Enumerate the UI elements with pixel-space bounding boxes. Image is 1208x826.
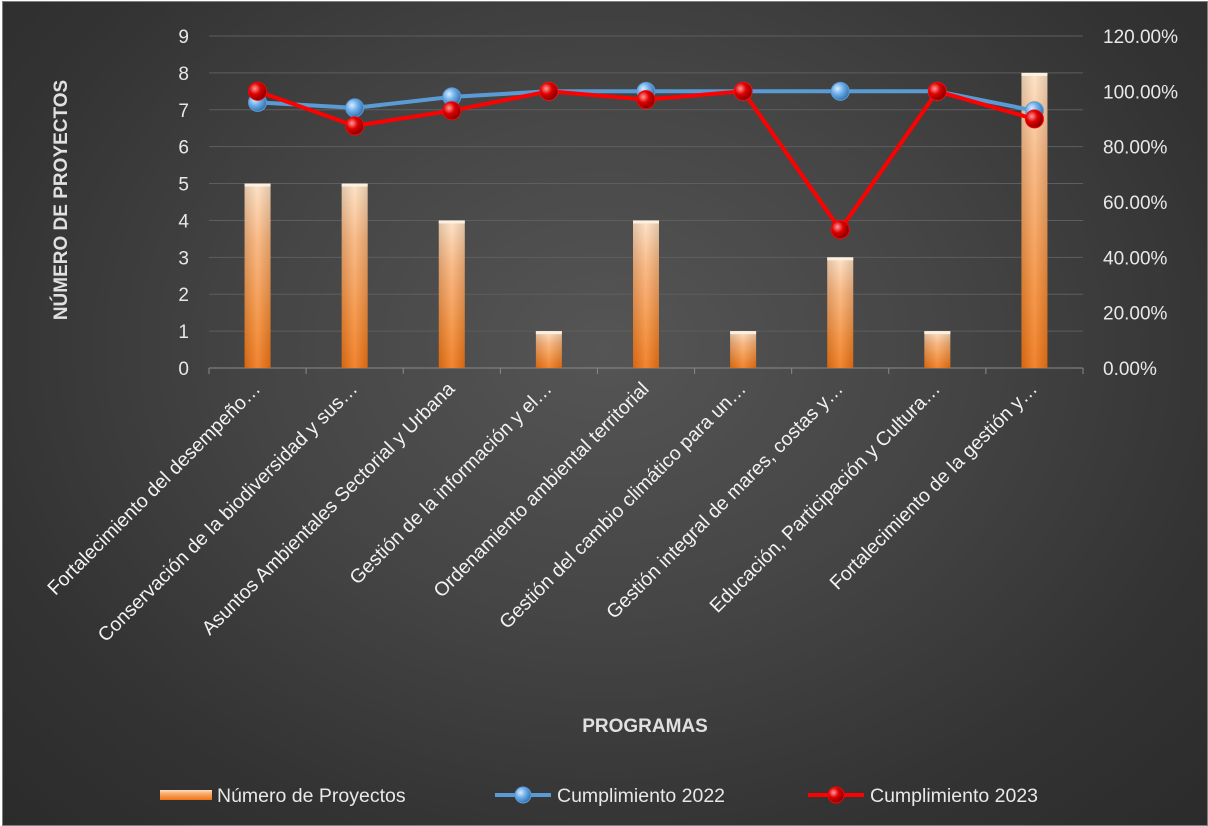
bar-shading bbox=[827, 257, 854, 368]
bar-shading bbox=[730, 331, 757, 368]
legend: Número de Proyectos Cumplimiento 2022 Cump… bbox=[160, 785, 1038, 807]
bar-top-highlight bbox=[924, 331, 951, 335]
cumplimiento-2023-marker bbox=[927, 81, 947, 101]
x-category-label: Ordenamiento ambiental territorial bbox=[430, 378, 654, 602]
y2-tick-label: 100.00% bbox=[1103, 82, 1178, 103]
y-axis-title: NÚMERO DE PROYECTOS bbox=[50, 80, 72, 320]
bar-shading bbox=[341, 183, 368, 368]
y2-tick-label: 40.00% bbox=[1103, 248, 1168, 269]
y-tick-label: 7 bbox=[178, 101, 189, 122]
legend-swatch-marker bbox=[514, 786, 532, 804]
legend-label: Número de Proyectos bbox=[217, 785, 406, 807]
x-category-label: Gestión de la información y el… bbox=[345, 378, 556, 589]
bar-shading bbox=[244, 183, 271, 368]
cumplimiento-2022-marker bbox=[345, 98, 365, 118]
x-axis-title: PROGRAMAS bbox=[582, 716, 708, 737]
cumplimiento-2023-marker bbox=[830, 220, 850, 240]
y2-axis-ticks: 0.00% 20.00% 40.00% 60.00% 80.00% 100.00% 120.… bbox=[1103, 27, 1178, 380]
y-tick-label: 0 bbox=[178, 359, 189, 380]
legend-swatch-bar bbox=[160, 790, 212, 800]
bar-top-highlight bbox=[730, 331, 757, 335]
combo-chart: 0 1 2 3 4 5 6 7 8 9 0.00% 20.00% 40.00% 60.00% 80.00%… bbox=[43, 27, 1178, 807]
bar-top-highlight bbox=[438, 220, 465, 224]
cumplimiento-2023-marker bbox=[1024, 109, 1044, 129]
bar-shading bbox=[535, 331, 562, 368]
cumplimiento-2023-line bbox=[256, 89, 1035, 232]
y2-tick-label: 60.00% bbox=[1103, 193, 1168, 214]
y2-tick-label: 80.00% bbox=[1103, 138, 1168, 159]
y-tick-label: 9 bbox=[178, 27, 189, 48]
bar-top-highlight bbox=[244, 183, 271, 187]
cumplimiento-2023-marker bbox=[636, 90, 656, 110]
bar-top-highlight bbox=[1021, 72, 1048, 76]
bar-shading bbox=[438, 220, 465, 368]
bar-series bbox=[244, 72, 1048, 368]
cumplimiento-2023-marker bbox=[539, 81, 559, 101]
bar-top-highlight bbox=[535, 331, 562, 335]
cumplimiento-2023-marker bbox=[345, 116, 365, 136]
y-tick-label: 4 bbox=[178, 211, 189, 232]
y-tick-label: 1 bbox=[178, 322, 189, 343]
y-tick-label: 5 bbox=[178, 175, 189, 196]
y-tick-label: 6 bbox=[178, 138, 189, 159]
bar-top-highlight bbox=[633, 220, 659, 224]
y-tick-label: 3 bbox=[178, 248, 189, 269]
bar-top-highlight bbox=[827, 257, 854, 261]
line-series bbox=[248, 81, 1044, 240]
x-category-label: Fortalecimiento del desempeño… bbox=[43, 378, 265, 600]
bar-top-highlight bbox=[341, 183, 368, 187]
y-tick-label: 2 bbox=[178, 285, 189, 306]
bar-shading bbox=[633, 220, 659, 368]
legend-swatch-marker bbox=[827, 786, 845, 804]
y2-tick-label: 0.00% bbox=[1103, 359, 1157, 380]
x-axis-labels: Fortalecimiento del desempeño…Conservaci… bbox=[43, 378, 1042, 647]
legend-label: Cumplimiento 2023 bbox=[870, 785, 1038, 807]
cumplimiento-2023-marker bbox=[733, 81, 753, 101]
legend-label: Cumplimiento 2022 bbox=[557, 785, 725, 807]
y2-tick-label: 20.00% bbox=[1103, 304, 1168, 325]
cumplimiento-2022-marker bbox=[830, 81, 850, 101]
cumplimiento-2023-marker bbox=[248, 81, 268, 101]
y2-tick-label: 120.00% bbox=[1103, 27, 1178, 48]
cumplimiento-2023-marker bbox=[442, 101, 462, 121]
x-category-label: Fortalecimiento de la gestión y… bbox=[826, 378, 1042, 594]
y-tick-label: 8 bbox=[178, 64, 189, 85]
y-axis-ticks: 0 1 2 3 4 5 6 7 8 9 bbox=[178, 27, 189, 380]
bar-shading bbox=[924, 331, 951, 368]
